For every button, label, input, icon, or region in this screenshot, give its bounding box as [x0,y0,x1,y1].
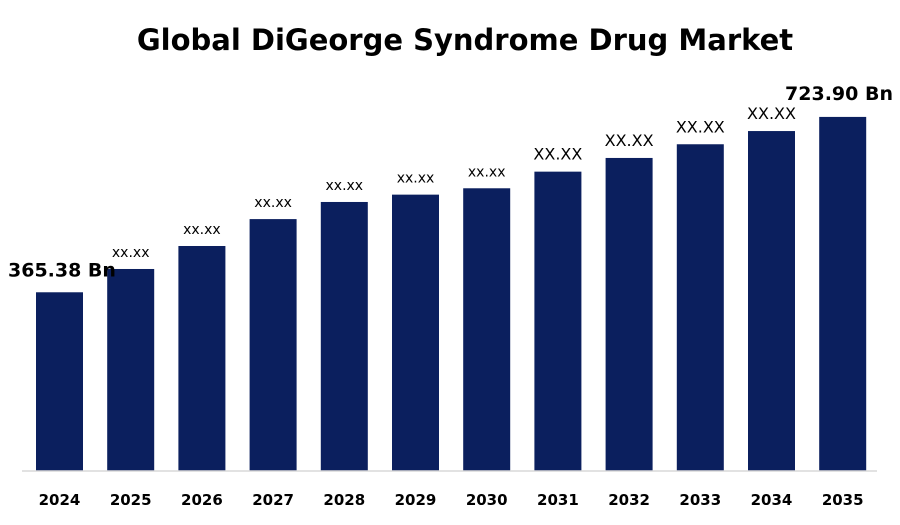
data-label-2026: xx.xx [183,222,221,238]
data-label-2029: xx.xx [397,171,435,187]
data-label-2031: XX.XX [533,145,582,164]
bar-2030 [463,188,511,471]
data-label-2024: 365.38 Bn [8,259,116,281]
data-label-2028: xx.xx [326,178,364,194]
bar-2024 [36,292,83,471]
category-labels: 2024 2025 2026 2027 2028 2029 2030 2031 2032 2033… [39,491,864,509]
bar-2026 [178,245,226,471]
data-label-2025: xx.xx [112,245,150,261]
bar-2033 [676,144,724,471]
category-label-2024: 2024 [39,491,81,509]
data-label-2027: xx.xx [254,195,292,211]
bar-2035 [819,116,867,471]
category-label-2035: 2035 [822,491,864,509]
data-label-2032: XX.XX [605,131,654,150]
category-label-2029: 2029 [395,491,437,509]
category-label-2032: 2032 [608,491,650,509]
bar-2028 [320,201,368,471]
category-label-2034: 2034 [751,491,793,509]
chart-title: Global DiGeorge Syndrome Drug Market [137,23,793,57]
bars-group [36,116,867,472]
category-label-2033: 2033 [679,491,721,509]
data-label-2033: XX.XX [676,117,725,136]
category-label-2030: 2030 [466,491,508,509]
bar-2029 [392,194,439,471]
bar-2025 [107,268,155,471]
bar-2027 [249,219,297,471]
bar-2031 [534,171,582,471]
data-label-2035: 723.90 Bn [785,83,893,105]
category-label-2031: 2031 [537,491,579,509]
data-label-2030: xx.xx [468,164,506,180]
data-label-2034: XX.XX [747,104,796,123]
bar-2034 [748,131,795,472]
category-label-2026: 2026 [181,491,223,509]
category-label-2025: 2025 [110,491,152,509]
category-label-2027: 2027 [252,491,294,509]
category-label-2028: 2028 [323,491,365,509]
bar-2032 [605,157,653,471]
